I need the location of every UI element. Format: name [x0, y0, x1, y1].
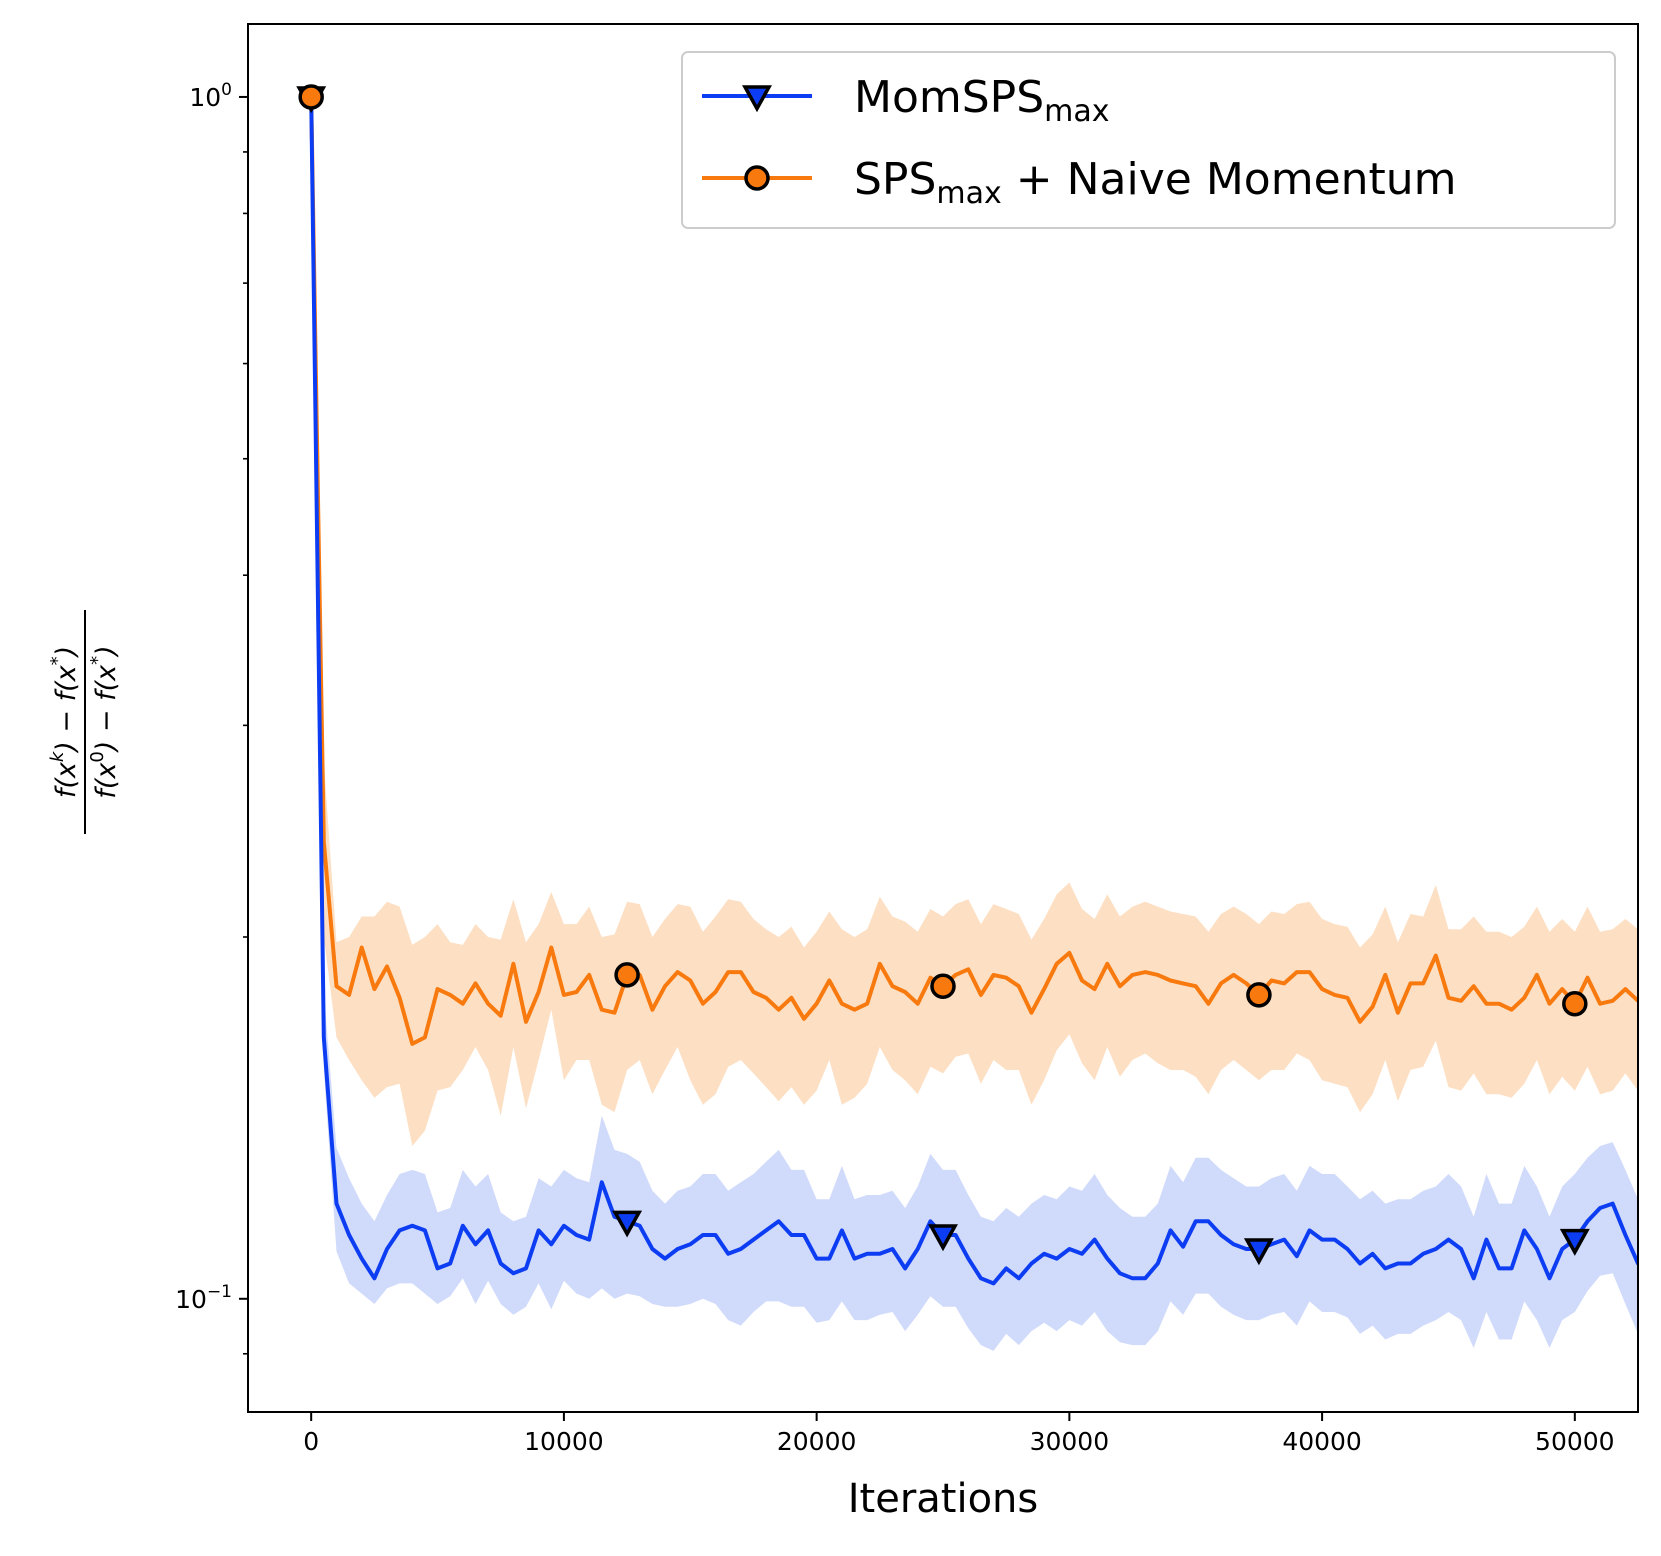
legend-label-sps-naive: SPSmax + Naive Momentum: [854, 154, 1457, 211]
band-momsps: [311, 96, 1638, 1351]
markers: [296, 84, 1590, 1266]
momsps-marker: [1559, 1228, 1590, 1256]
legend-box: [681, 51, 1616, 229]
plot-content: [309, 96, 1638, 1351]
x-tick-label: 30000: [1030, 1427, 1110, 1456]
y-tick-label: 10−1: [175, 1282, 232, 1314]
sps-naive-marker: [930, 973, 956, 999]
x-tick-label: 40000: [1282, 1427, 1362, 1456]
x-tick-label: 20000: [777, 1427, 857, 1456]
y-axis: 100 10−1: [175, 80, 248, 1355]
y-axis-title-numerator: f(xk) − f(x*): [47, 646, 82, 798]
legend: MomSPSmax SPSmax + Naive Momentum: [681, 51, 1616, 229]
line-momsps: [309, 96, 1638, 1286]
sps-naive-marker: [614, 962, 640, 988]
x-axis-title: Iterations: [848, 1476, 1039, 1522]
band-sps-naive: [311, 96, 1638, 1146]
legend-marker-momsps: [742, 85, 772, 113]
plot-area: [296, 84, 1638, 1351]
y-axis-title: f(xk) − f(x*) f(x0) − f(x*): [47, 610, 122, 834]
x-tick-label: 10000: [524, 1427, 604, 1456]
momsps-marker: [928, 1224, 958, 1252]
legend-label-momsps: MomSPSmax: [854, 72, 1110, 129]
line-sps-naive: [309, 96, 1638, 1046]
y-tick-label: 100: [189, 80, 232, 112]
axes-frame: [247, 23, 1639, 1413]
x-tick-label: 0: [303, 1427, 319, 1456]
x-axis: 0 10000 20000 30000 40000 50000: [303, 1412, 1615, 1456]
x-tick-label: 50000: [1535, 1427, 1615, 1456]
legend-marker-sps-naive: [744, 165, 770, 191]
sps-naive-marker: [1562, 990, 1588, 1017]
sps-naive-marker: [1246, 982, 1272, 1008]
momsps-marker: [1243, 1238, 1274, 1266]
y-axis-title-denominator: f(x0) − f(x*): [87, 645, 122, 798]
sps-naive-marker: [298, 84, 324, 110]
momsps-marker: [612, 1210, 643, 1238]
